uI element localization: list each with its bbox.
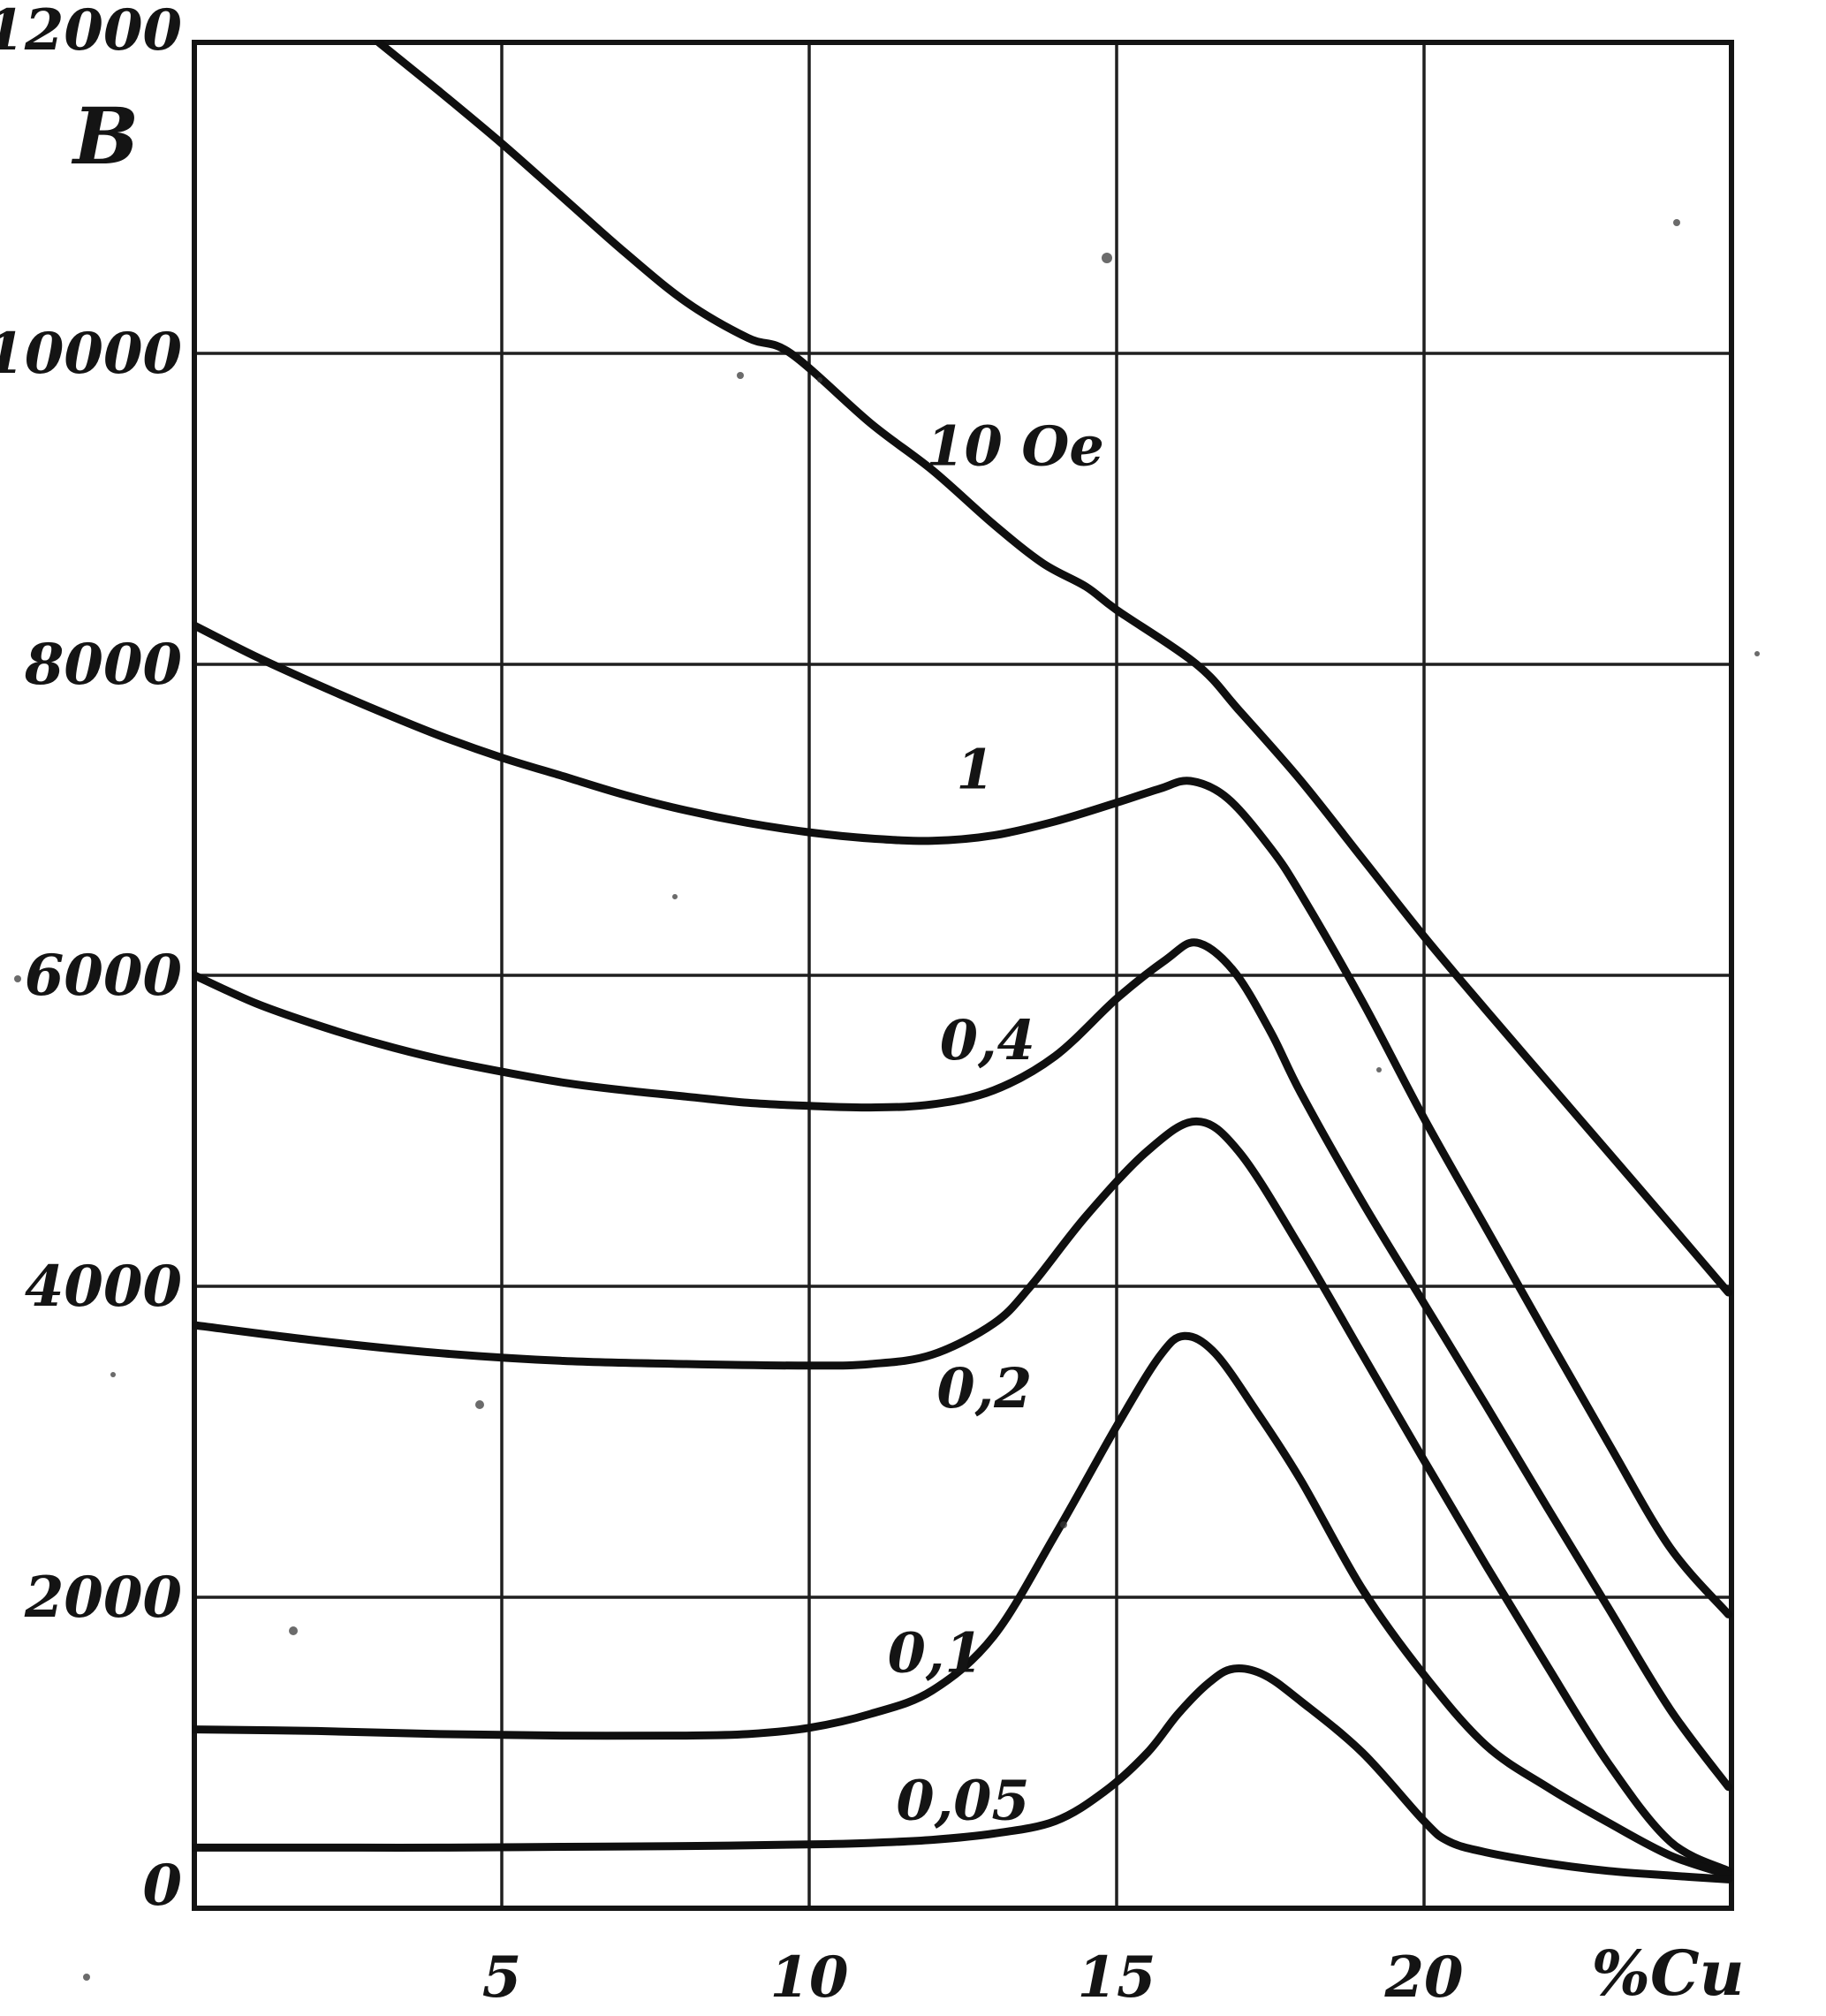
y-tick-label-8000: 8000	[24, 632, 182, 698]
curve-04	[193, 938, 1732, 1792]
y-tick-label-4000: 4000	[25, 1254, 182, 1320]
curves	[193, 41, 1732, 1883]
y-tick-label-10000: 10000	[0, 321, 182, 387]
y-tick-label-12000: 12000	[0, 0, 182, 64]
x-tick-label-20: 20	[1383, 1944, 1463, 2011]
y-tick-label-2000: 2000	[24, 1565, 182, 1631]
y-tick-label-0: 0	[142, 1853, 182, 1919]
curve-1	[193, 621, 1732, 1618]
y-axis-title: B	[71, 90, 139, 182]
curve-label-005: 0,05	[896, 1769, 1029, 1833]
curve-label-04: 0,4	[940, 1008, 1035, 1072]
curve-005	[193, 1664, 1732, 1883]
x-tick-label-5: 5	[482, 1944, 522, 2011]
curve-02	[193, 1117, 1732, 1876]
curve-label-01: 0,1	[888, 1620, 983, 1685]
x-tick-label-15: 15	[1077, 1944, 1155, 2011]
scan-specks	[14, 219, 1760, 1981]
x-axis-title: %Cu	[1591, 1936, 1744, 2010]
gridlines	[194, 42, 1731, 1908]
curve-01	[193, 1331, 1732, 1879]
x-tick-label-10: 10	[769, 1944, 848, 2011]
y-tick-label-6000: 6000	[25, 943, 182, 1009]
curve-label-10oe: 10 Oe	[927, 414, 1104, 479]
curve-10oe	[375, 41, 1732, 1297]
curve-label-02: 0,2	[936, 1356, 1032, 1421]
curve-label-1: 1	[956, 738, 994, 802]
